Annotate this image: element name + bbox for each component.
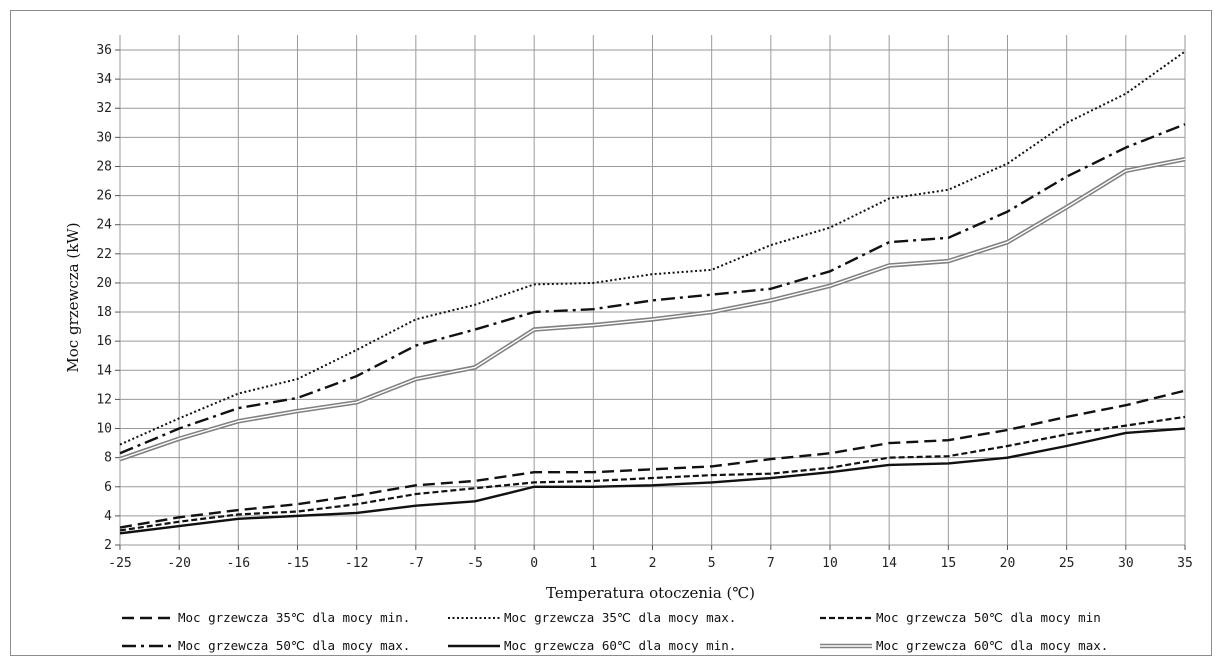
- y-tick-label: 8: [104, 451, 112, 466]
- y-tick-label: 36: [96, 43, 112, 58]
- x-tick-label: 35: [1177, 556, 1193, 571]
- y-tick-label: 26: [96, 189, 112, 204]
- legend: Moc grzewcza 35℃ dla mocy min. Moc grzewc…: [122, 610, 1108, 653]
- x-tick-label: 10: [822, 556, 838, 571]
- y-tick-label: 22: [96, 247, 112, 262]
- y-tick-label: 10: [96, 422, 112, 437]
- y-tick-label: 30: [96, 130, 112, 145]
- x-tick-label: -16: [227, 556, 250, 571]
- y-tick-label: 4: [104, 509, 112, 524]
- y-tick-label: 28: [96, 159, 112, 174]
- x-tick-label: -12: [345, 556, 368, 571]
- legend-item-6-label: Moc grzewcza 60℃ dla mocy max.: [876, 638, 1108, 653]
- x-tick-label: 7: [767, 556, 775, 571]
- x-tick-label: 14: [881, 556, 897, 571]
- series-line-3: [119, 415, 1186, 532]
- series-line-6-inner: [119, 158, 1186, 460]
- y-tick-label: 14: [96, 363, 112, 378]
- x-tick-label: 25: [1059, 556, 1075, 571]
- x-tick-label: 0: [530, 556, 538, 571]
- y-tick-label: 20: [96, 276, 112, 291]
- legend-item-5-label: Moc grzewcza 60℃ dla mocy min.: [504, 638, 736, 653]
- series-line-4: [119, 123, 1186, 455]
- legend-item-3-label: Moc grzewcza 50℃ dla mocy min: [876, 610, 1101, 625]
- x-tick-label: 5: [708, 556, 716, 571]
- x-tick-label: 20: [1000, 556, 1016, 571]
- legend-item-2-label: Moc grzewcza 35℃ dla mocy max.: [504, 610, 736, 625]
- y-tick-label: 6: [104, 480, 112, 495]
- y-tick-label: 18: [96, 305, 112, 320]
- y-axis-title: Moc grzewcza (kW): [64, 222, 82, 372]
- grid-lines: [119, 35, 1186, 546]
- x-tick-label: -20: [167, 556, 190, 571]
- y-tick-label: 2: [104, 538, 112, 553]
- x-tick-label: -7: [408, 556, 424, 571]
- x-tick-label: 30: [1118, 556, 1134, 571]
- series-lines: [119, 50, 1186, 535]
- x-axis-ticks: -25 -20 -16 -15 -12 -7 -5 0 1 2 5 7 10 14 15 20 25 30 35: [108, 545, 1193, 571]
- x-tick-label: -25: [108, 556, 131, 571]
- y-tick-label: 12: [96, 392, 112, 407]
- y-tick-label: 24: [96, 218, 112, 233]
- legend-item-1-label: Moc grzewcza 35℃ dla mocy min.: [178, 610, 410, 625]
- x-tick-label: 15: [941, 556, 957, 571]
- series-line-2: [119, 50, 1186, 446]
- x-tick-label: -15: [286, 556, 309, 571]
- y-tick-label: 32: [96, 101, 112, 116]
- series-line-5: [119, 427, 1186, 535]
- x-tick-label: 1: [589, 556, 597, 571]
- x-axis-title: Temperatura otoczenia (℃): [546, 584, 755, 602]
- y-tick-label: 16: [96, 334, 112, 349]
- x-tick-label: -5: [467, 556, 483, 571]
- x-tick-label: 2: [649, 556, 657, 571]
- legend-item-4-label: Moc grzewcza 50℃ dla mocy max.: [178, 638, 410, 653]
- y-tick-label: 34: [96, 72, 112, 87]
